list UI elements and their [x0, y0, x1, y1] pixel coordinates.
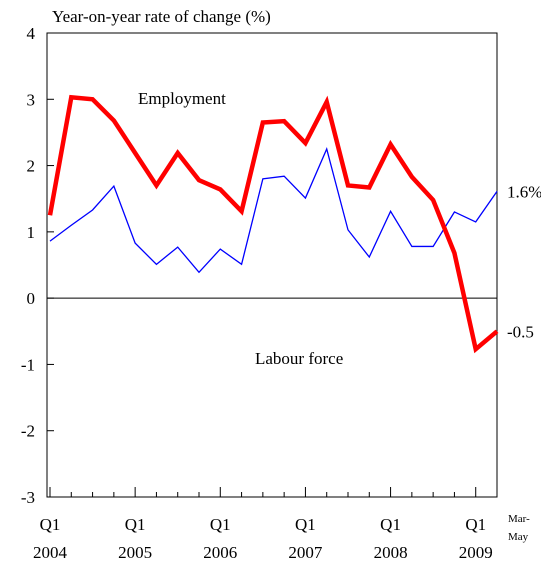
plot-frame [46, 32, 498, 498]
y-tick-label: -1 [21, 355, 35, 374]
x-year-label: 2005 [118, 543, 152, 562]
series-line [49, 147, 498, 274]
y-tick-label: -3 [21, 488, 35, 507]
x-tick-label: Q1 [40, 515, 61, 534]
y-tick-label: 3 [27, 90, 36, 109]
x-tick-label: Mar- [508, 513, 530, 525]
x-year-label: 2004 [33, 543, 68, 562]
x-year-label: 2006 [203, 543, 237, 562]
end-label: 1.6% [507, 182, 541, 201]
x-tick-label: Q1 [210, 515, 231, 534]
x-tick-label: Q1 [125, 515, 146, 534]
x-tick-label: Q1 [465, 515, 486, 534]
x-tick-label: Q1 [295, 515, 316, 534]
chart-title: Year-on-year rate of change (%) [52, 7, 271, 26]
y-tick-label: 1 [27, 223, 36, 242]
x-year-label: 2007 [288, 543, 323, 562]
y-tick-label: 0 [27, 289, 36, 308]
annotation: Employment [138, 89, 226, 108]
y-tick-label: 4 [27, 24, 36, 43]
end-label: -0.5 [507, 322, 534, 341]
y-tick-label: -2 [21, 422, 35, 441]
x-tick-label: Q1 [380, 515, 401, 534]
y-tick-label: 2 [27, 157, 36, 176]
annotation: Labour force [255, 349, 343, 368]
x-year-label: 2009 [459, 543, 493, 562]
x-year-label: 2008 [374, 543, 408, 562]
series-line [47, 94, 499, 354]
x-year-label: May [508, 531, 529, 543]
